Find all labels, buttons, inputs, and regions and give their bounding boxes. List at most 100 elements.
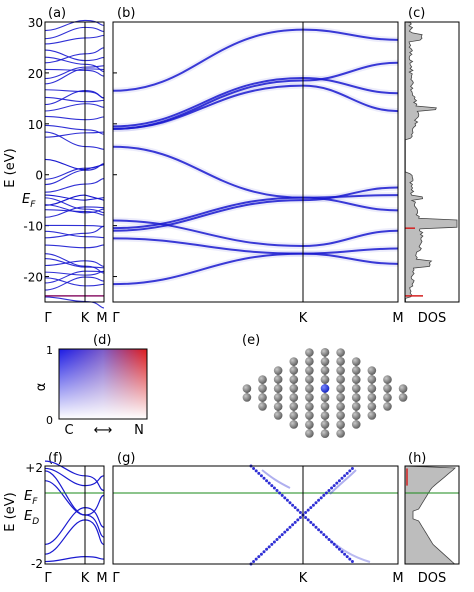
x-tick-label: Γ [44, 311, 52, 326]
carbon-atom [367, 366, 377, 375]
band-line [112, 219, 399, 248]
x-tick-label: K [81, 311, 90, 326]
carbon-atom [351, 411, 361, 420]
carbon-atom [336, 393, 345, 402]
band-point [275, 489, 279, 492]
carbon-atom [289, 375, 299, 384]
panel-f-bands [44, 460, 105, 563]
band-point [345, 471, 349, 475]
band-point [262, 550, 266, 554]
band-point [324, 535, 328, 539]
panel-d-arrow: ⟷ [94, 423, 113, 438]
band-glow [112, 59, 399, 132]
band-point [343, 552, 347, 556]
carbon-atom [289, 357, 299, 366]
panel-c-xlabel: DOS [418, 311, 447, 326]
x-tick-label: M [96, 311, 107, 326]
carbon-atom [320, 402, 330, 411]
y-tick-label: -20 [23, 271, 43, 285]
band-line [44, 480, 105, 516]
carbon-atom [289, 366, 299, 375]
dos-area [404, 465, 456, 565]
y-tick-label: 10 [28, 118, 43, 132]
x-tick-label: K [299, 571, 308, 586]
panel-c-dos [404, 21, 458, 303]
band-glow [112, 217, 399, 250]
band-point [288, 501, 292, 505]
panel-d-label-c: C [64, 423, 73, 438]
carbon-atom [367, 411, 377, 420]
carbon-atom [273, 384, 283, 393]
carbon-atom [273, 393, 283, 402]
band-point [278, 535, 282, 539]
band-point [322, 533, 326, 537]
band-point [283, 496, 287, 500]
band-glow [112, 184, 399, 234]
y-tick-label: 20 [28, 67, 43, 81]
carbon-atom [383, 375, 392, 384]
band-point [332, 484, 336, 488]
band-point [291, 503, 295, 507]
panel-f-frame [44, 465, 105, 565]
axis-label-energy-bottom: E (eV) [3, 492, 18, 531]
band-point [267, 545, 271, 549]
band-line [44, 224, 105, 228]
carbon-atom [242, 393, 252, 402]
carbon-atom [273, 366, 283, 375]
band-point [278, 491, 282, 495]
band-glow [112, 245, 399, 288]
band-point [324, 491, 328, 495]
band-point [280, 533, 284, 537]
x-tick-label: M [392, 571, 403, 586]
band-point [350, 560, 354, 564]
band-point [332, 542, 336, 546]
band-line [44, 519, 105, 555]
panel-h-dos [404, 465, 459, 565]
x-tick-label: K [81, 571, 90, 586]
band-line [44, 47, 105, 64]
band-point [304, 515, 308, 519]
carbon-atom [320, 393, 330, 402]
band-line [261, 469, 291, 489]
band-point [348, 557, 352, 561]
band-point [254, 557, 258, 561]
carbon-atom [383, 402, 392, 411]
panel-c-frame [404, 21, 460, 303]
band-line [44, 131, 105, 138]
carbon-atom [305, 402, 314, 411]
band-line [112, 28, 399, 92]
carbon-atom [351, 384, 361, 393]
carbon-atom [273, 375, 283, 384]
band-point [317, 528, 321, 532]
carbon-atom [305, 366, 314, 375]
band-point [257, 471, 261, 475]
carbon-atom [320, 357, 330, 366]
band-point [285, 528, 289, 532]
band-point [319, 530, 323, 534]
carbon-atom [367, 402, 377, 411]
band-line [44, 68, 105, 77]
band-point [293, 520, 297, 524]
carbon-atom [305, 384, 314, 393]
band-point [322, 493, 326, 497]
panel-a-frame [44, 21, 105, 303]
band-line [112, 247, 399, 286]
panel-d-ytick-0: 0 [46, 414, 53, 427]
fermi-label-top: EF [22, 192, 36, 210]
band-point [259, 474, 263, 478]
x-tick-label: Γ [112, 311, 120, 326]
band-glow [112, 235, 399, 267]
carbon-atom [305, 393, 314, 402]
panel-d-ytick-1: 1 [46, 344, 53, 357]
x-tick-label: M [392, 311, 403, 326]
carbon-atom [289, 393, 299, 402]
carbon-atom [351, 375, 361, 384]
band-point [311, 503, 315, 507]
band-line [112, 196, 399, 230]
dirac-label-bottom: ED [24, 509, 39, 527]
x-tick-label: Γ [44, 571, 52, 586]
carbon-atom [351, 420, 361, 429]
panel-label-b: (b) [117, 6, 135, 21]
band-line [44, 258, 105, 269]
